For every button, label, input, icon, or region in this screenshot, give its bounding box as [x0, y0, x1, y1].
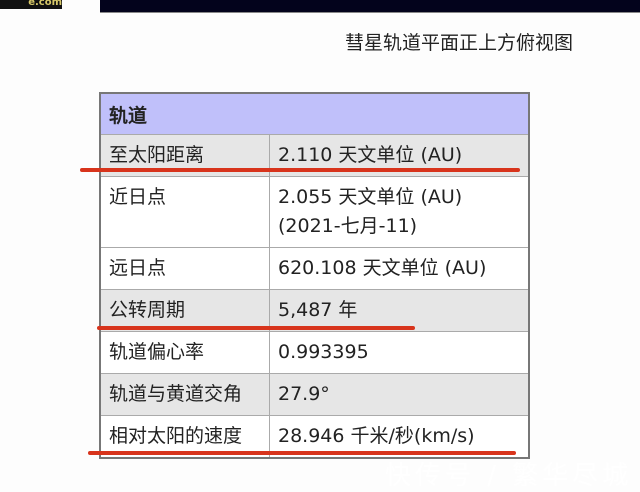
table-row: 公转周期 5,487 年 — [99, 289, 530, 332]
image-caption: 彗星轨道平面正上方俯视图 — [345, 32, 574, 54]
row-label: 远日点 — [99, 247, 270, 290]
row-label: 轨道偏心率 — [99, 331, 270, 374]
value-line: 2.055 天文单位 (AU) — [278, 186, 463, 208]
red-underline — [80, 168, 520, 172]
table-header: 轨道 — [100, 93, 529, 135]
row-label: 近日点 — [99, 176, 270, 248]
table-row: 近日点 2.055 天文单位 (AU) (2021-七月-11) — [99, 176, 530, 248]
table-row: 远日点 620.108 天文单位 (AU) — [99, 247, 530, 290]
value-line-date: (2021-七月-11) — [278, 215, 418, 237]
row-value: 620.108 天文单位 (AU) — [269, 247, 530, 290]
red-underline — [88, 451, 516, 455]
table-row: 轨道与黄道交角 27.9° — [99, 373, 530, 416]
row-value: 5,487 年 — [269, 289, 530, 332]
logo: e.com — [0, 0, 62, 9]
table-row: 相对太阳的速度 28.946 千米/秒(km/s) — [99, 415, 530, 459]
table-row: 轨道偏心率 0.993395 — [99, 331, 530, 374]
red-underline — [97, 326, 415, 330]
row-value: 2.055 天文单位 (AU) (2021-七月-11) — [269, 176, 530, 248]
watermark: 快传号 / 繁华尽城 — [385, 461, 633, 491]
row-value: 27.9° — [269, 373, 530, 416]
row-value: 0.993395 — [269, 331, 530, 374]
orbit-table: 轨道 至太阳距离 2.110 天文单位 (AU) 近日点 2.055 天文单位 (A… — [99, 92, 530, 459]
orbit-image-banner — [100, 0, 640, 13]
row-label: 轨道与黄道交角 — [99, 373, 270, 416]
